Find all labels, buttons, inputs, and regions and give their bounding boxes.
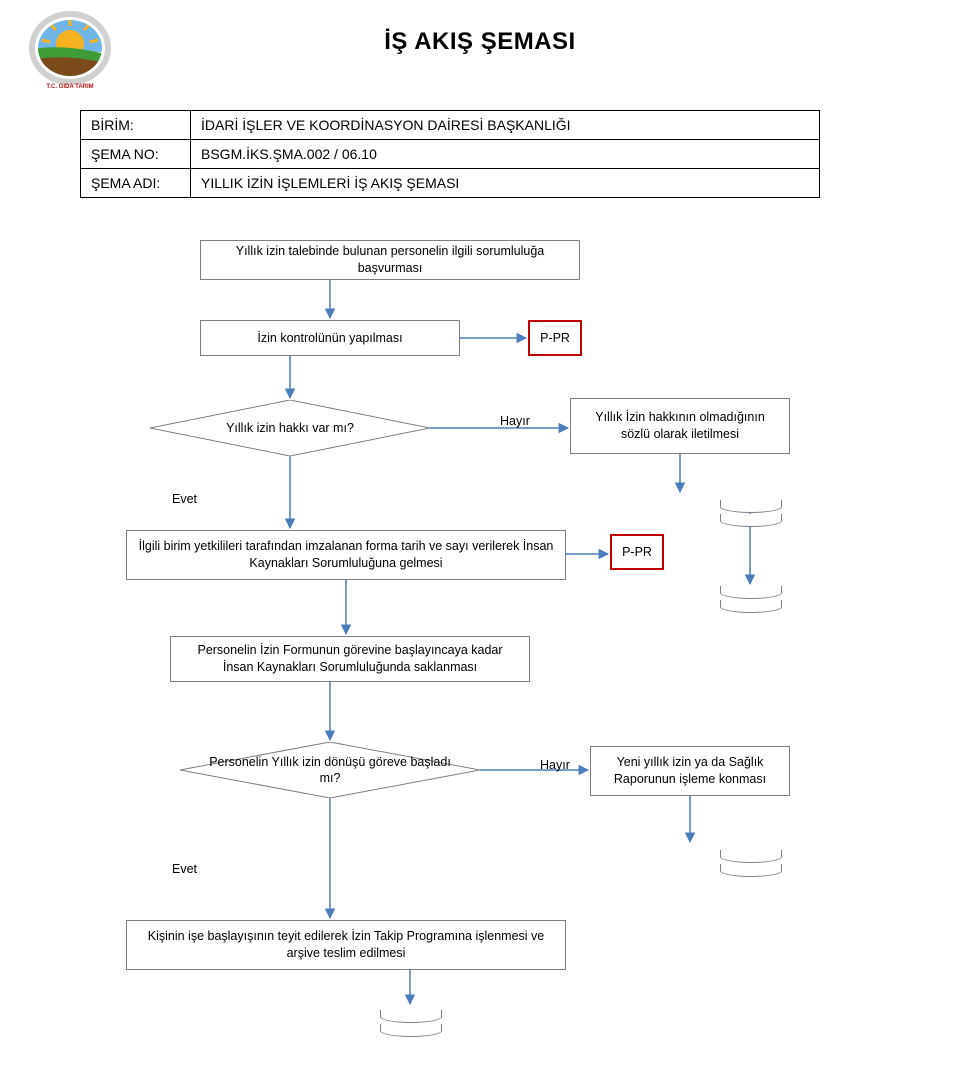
- flow-label-hayir-1: Hayır: [500, 414, 530, 428]
- sema-no-label: ŞEMA NO:: [81, 140, 191, 169]
- header-row-semaadi: ŞEMA ADI: YILLIK İZİN İŞLEMLERİ İŞ AKIŞ …: [81, 169, 820, 198]
- process-new-leave-or-report: Yeni yıllık izin ya da Sağlık Raporunun …: [590, 746, 790, 796]
- process-step-3: İlgili birim yetkilileri tarafından imza…: [126, 530, 566, 580]
- process-step-4: Personelin İzin Formunun görevine başlay…: [170, 636, 530, 682]
- reference-ppr-2: P-PR: [610, 534, 664, 570]
- sema-adi-value: YILLIK İZİN İŞLEMLERİ İŞ AKIŞ ŞEMASI: [191, 169, 820, 198]
- flow-label-evet-2: Evet: [172, 862, 197, 876]
- process-no-right-inform: Yıllık İzin hakkının olmadığının sözlü o…: [570, 398, 790, 454]
- header-row-birim: BİRİM: İDARİ İŞLER VE KOORDİNASYON DAİRE…: [81, 111, 820, 140]
- decision-returned-to-duty: Personelin Yıllık izin dönüşü göreve baş…: [180, 742, 480, 798]
- terminator-3: [720, 850, 780, 878]
- decision-2-label: Personelin Yıllık izin dönüşü göreve baş…: [180, 742, 480, 798]
- terminator-4: [380, 1010, 440, 1038]
- sema-adi-label: ŞEMA ADI:: [81, 169, 191, 198]
- header-table: BİRİM: İDARİ İŞLER VE KOORDİNASYON DAİRE…: [80, 110, 820, 198]
- decision-1-label: Yıllık izin hakkı var mı?: [150, 400, 430, 456]
- flow-label-hayir-2: Hayır: [540, 758, 570, 772]
- sema-no-value: BSGM.İKS.ŞMA.002 / 06.10: [191, 140, 820, 169]
- process-step-2: İzin kontrolünün yapılması: [200, 320, 460, 356]
- reference-ppr-1: P-PR: [528, 320, 582, 356]
- birim-value: İDARİ İŞLER VE KOORDİNASYON DAİRESİ BAŞK…: [191, 111, 820, 140]
- process-step-5: Kişinin işe başlayışının teyit edilerek …: [126, 920, 566, 970]
- svg-text:T.C. GIDA TARIM: T.C. GIDA TARIM: [46, 84, 93, 90]
- process-step-1: Yıllık izin talebinde bulunan personelin…: [200, 240, 580, 280]
- header-row-semano: ŞEMA NO: BSGM.İKS.ŞMA.002 / 06.10: [81, 140, 820, 169]
- decision-has-leave-right: Yıllık izin hakkı var mı?: [150, 400, 430, 456]
- flow-label-evet-1: Evet: [172, 492, 197, 506]
- page-title: İŞ AKIŞ ŞEMASI: [0, 28, 960, 56]
- birim-label: BİRİM:: [81, 111, 191, 140]
- terminator-2: [720, 586, 780, 614]
- terminator-1: [720, 500, 780, 528]
